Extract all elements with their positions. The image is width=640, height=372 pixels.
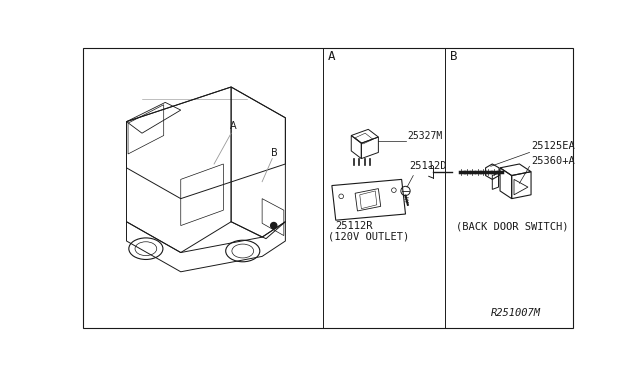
Circle shape — [271, 222, 277, 229]
Text: B: B — [271, 148, 278, 157]
Text: 25112D: 25112D — [410, 161, 447, 171]
Text: 25327M: 25327M — [407, 131, 442, 141]
Text: A: A — [328, 50, 335, 63]
Text: A: A — [230, 121, 237, 131]
Text: R251007M: R251007M — [491, 308, 541, 318]
Text: 25125EA: 25125EA — [531, 141, 575, 151]
Text: (BACK DOOR SWITCH): (BACK DOOR SWITCH) — [456, 221, 568, 231]
Text: (120V OUTLET): (120V OUTLET) — [328, 231, 409, 241]
Text: B: B — [451, 50, 458, 63]
Text: 25360+A: 25360+A — [531, 156, 575, 166]
Text: 25112R: 25112R — [336, 221, 373, 231]
